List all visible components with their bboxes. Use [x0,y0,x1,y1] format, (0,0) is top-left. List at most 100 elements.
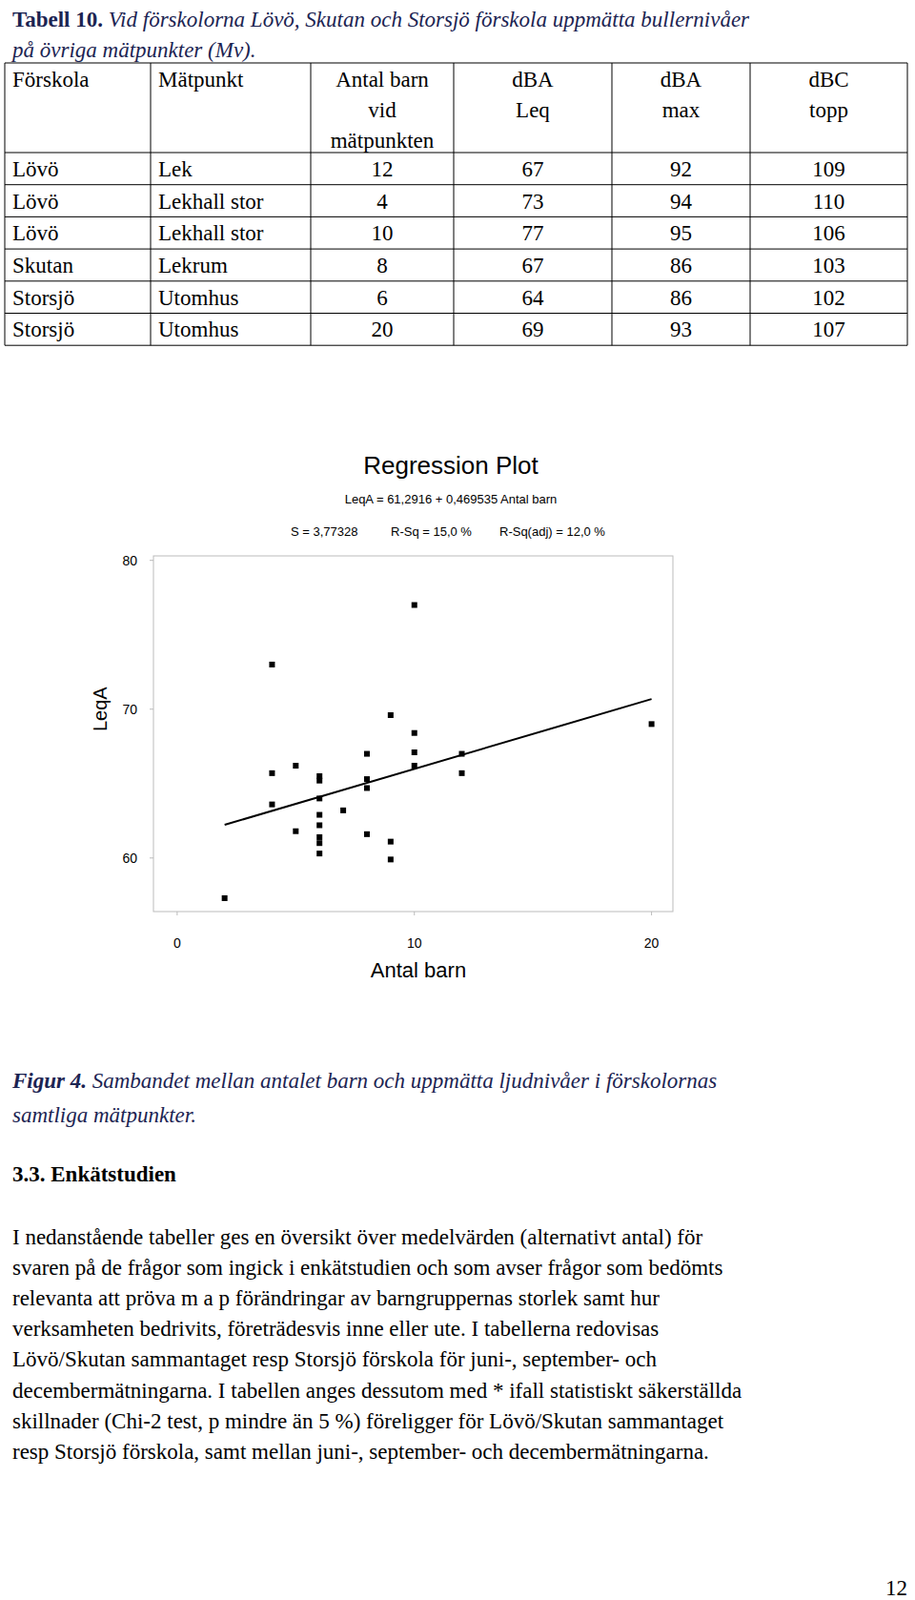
table-cell: 94 [670,189,693,214]
y-tick [149,559,154,561]
annotation: R-Sq(adj) = 12,0 % [499,524,606,539]
table-cell: 67 [522,253,545,278]
chart: Regression PlotLeqA = 61,2916 + 0,469535… [89,450,673,982]
table-cell: 12 [371,157,394,182]
data-point [411,749,418,755]
table-cell: Lekhall stor [158,221,265,245]
figure-caption-text: Sambandet mellan antalet barn och uppmät… [92,1068,718,1093]
data-point [316,850,323,856]
table-cell: 67 [522,157,545,182]
table-rule [611,62,613,346]
y-tick [149,708,154,710]
table-cell: 10 [371,221,394,245]
y-tick-label: 80 [122,552,138,569]
table-header: vid [367,98,397,122]
table-header: Förskola [12,67,90,92]
table-cell: 20 [371,317,394,342]
table-rule [150,62,152,346]
paragraph-line: Lövö/Skutan sammantaget resp Storsjö för… [12,1346,657,1371]
table-cell: Lek [158,157,193,182]
table-cell: 106 [812,221,846,245]
table-caption-text: på övriga mätpunkter (Mv). [10,38,257,62]
data-point [364,775,370,782]
table-rule [453,62,455,346]
table-cell: 86 [670,253,692,278]
table-cell: Storsjö [12,317,75,342]
table-caption-line: på övriga mätpunkter (Mv). [10,38,257,62]
table-cell: 69 [522,317,545,342]
table-cell: 4 [376,189,388,214]
x-tick-label: 0 [173,935,182,951]
table-cell: Storsjö [12,285,75,310]
table-cell: 77 [522,221,545,245]
table-rule [4,312,908,314]
x-tick [413,911,415,915]
figure-caption-label: Figur 4. [11,1068,93,1093]
table-cell: 86 [670,285,692,310]
table-header: Antal barn [335,67,429,92]
data-point [316,833,323,840]
table-cell: 64 [522,285,546,310]
x-axis-label: Antal barn [370,957,467,982]
data-point [316,839,323,846]
table-rule [310,62,312,346]
y-tick-label: 60 [122,850,138,866]
table-cell: Skutan [12,253,74,278]
data-point [268,801,275,808]
table-rule [4,62,908,64]
data-point [316,777,323,784]
table-cell: 102 [812,285,846,310]
table-cell: Lövö [12,221,60,245]
paragraph-line: skillnader (Chi-2 test, p mindre än 5 %)… [12,1408,725,1433]
table-rule [907,62,909,346]
y-tick-label: 70 [122,701,138,717]
table-cell: 93 [670,317,692,342]
table-caption-text: Vid förskolorna Lövö, Skutan och Storsjö… [108,7,751,32]
paragraph-line: resp Storsjö förskola, samt mellan juni-… [12,1439,710,1464]
table-header: dBA [660,67,703,92]
table-header: Leq [515,98,550,122]
data-point [316,794,323,801]
data-point [316,821,323,828]
table-cell: 110 [813,189,846,214]
x-tick [176,911,178,915]
background [0,0,915,1600]
table-caption-line: Tabell 10. Vid förskolorna Lövö, Skutan … [12,7,751,32]
table-header: max [662,98,701,122]
figure-caption-text: samtliga mätpunkter. [12,1102,197,1127]
table-rule [750,62,752,346]
data-point [316,812,323,818]
table: Förskola Mätpunkt Antal barn vid mätpunkten d… [4,62,908,346]
table-cell: 8 [376,253,388,278]
regression-equation: LeqA = 61,2916 + 0,469535 Antal barn [345,491,558,507]
data-point [387,838,394,845]
annotation: S = 3,77328 [290,524,358,539]
table-header: mätpunkten [330,128,435,153]
x-tick-label: 20 [644,935,660,951]
regression-line [224,698,652,825]
data-point [292,828,299,834]
figure-caption-line: samtliga mätpunkter. [12,1102,197,1127]
plot-frame [153,555,673,912]
table-rule [4,183,908,185]
annotation: R-Sq = 15,0 % [390,524,472,539]
paragraph-line: I nedanstående tabeller ges en översikt … [12,1224,704,1249]
table-cell: 109 [812,157,846,182]
table-header: dBC [808,67,849,92]
paragraph-line: decembermätningarna. I tabellen anges de… [12,1378,742,1403]
table-cell: 92 [670,157,692,182]
figure-caption-line: Figur 4. Sambandet mellan antalet barn o… [11,1068,717,1093]
data-point [459,751,466,757]
table-rule [4,152,908,154]
table-header: Mätpunkt [158,67,244,92]
table-rule [4,280,908,282]
data-point [364,831,370,837]
table-rule [4,345,908,346]
table-rule [4,248,908,250]
table-cell: Lekrum [158,253,228,278]
table-cell: 103 [812,253,846,278]
page: Tabell 10. Vid förskolorna Lövö, Skutan … [0,0,915,1600]
paragraph-line: verksamheten bedrivits, företrädesvis in… [12,1316,659,1341]
x-tick [650,911,652,915]
paragraph-line: relevanta att pröva m a p förändringar a… [12,1285,660,1310]
